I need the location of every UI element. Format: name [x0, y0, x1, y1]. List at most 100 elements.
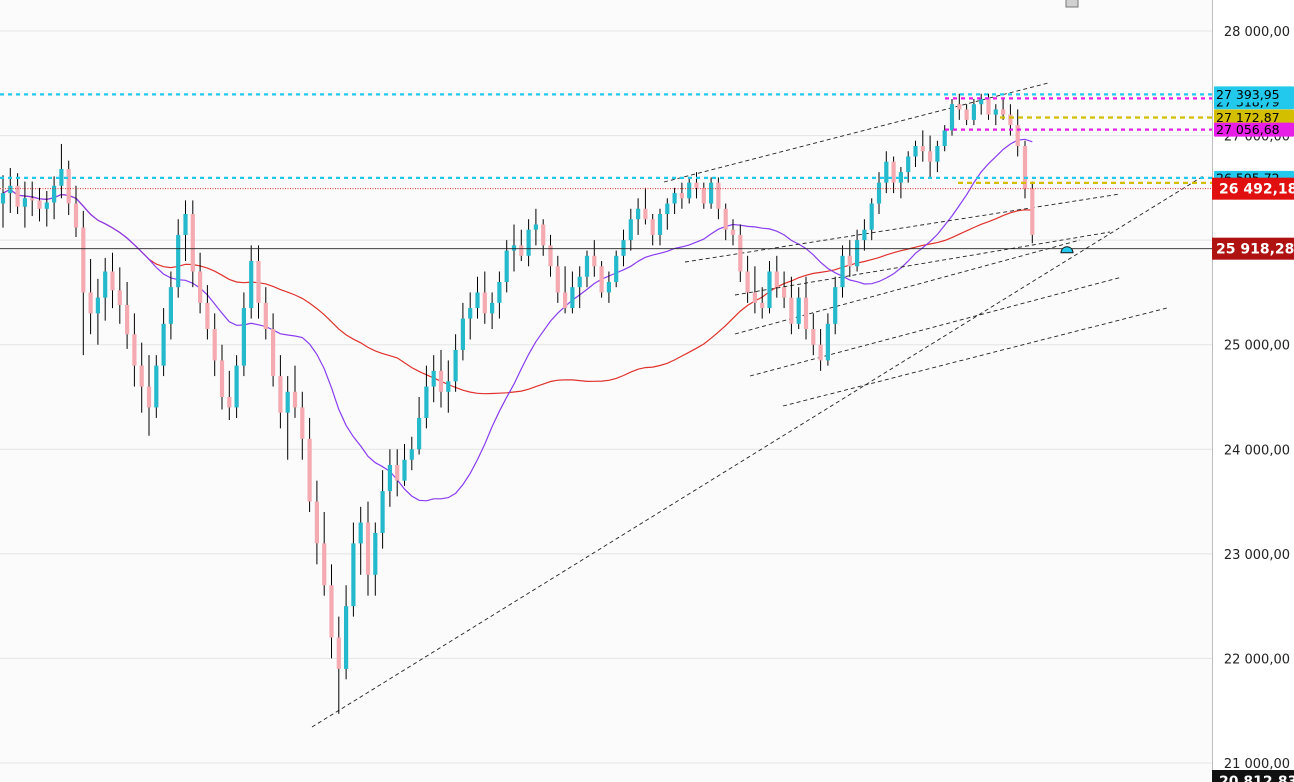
candle-down — [365, 522, 371, 575]
candle-up — [59, 169, 64, 186]
level-tag-yellow-1-bg — [1214, 109, 1294, 126]
level-tag-cyan-1: 27 393,95 — [1216, 87, 1280, 102]
trendline[interactable] — [684, 193, 1121, 263]
candle-down — [227, 397, 232, 408]
candle-up — [387, 464, 392, 492]
candle-down — [891, 161, 896, 183]
candle-up — [380, 491, 385, 533]
bottom-price-tag: 20 812,83 — [1219, 774, 1294, 782]
candle-down — [789, 297, 794, 324]
candle-down — [694, 182, 699, 188]
candle-up — [687, 182, 692, 199]
candle-up — [402, 459, 407, 481]
candle-up — [884, 161, 889, 183]
candle-down — [964, 109, 969, 120]
candle-down — [1015, 125, 1020, 147]
candle-up — [431, 370, 436, 387]
candle-up — [672, 193, 677, 204]
candle-down — [643, 208, 648, 220]
candle-up — [628, 219, 633, 241]
candle-up — [935, 146, 940, 162]
candle-up — [898, 172, 903, 183]
y-tick-label: 28 000,00 — [1224, 25, 1290, 40]
candle-down — [438, 370, 444, 392]
candle-down — [782, 287, 787, 298]
candle-down — [205, 302, 210, 330]
candle-up — [468, 308, 473, 319]
candle-down — [66, 169, 71, 204]
candle-down — [555, 266, 560, 293]
candle-up — [234, 365, 239, 408]
candle-up — [840, 255, 845, 288]
moving-average-fast-line — [2, 138, 1033, 502]
moving-average-slow-line — [2, 188, 1033, 395]
candle-up — [44, 202, 49, 209]
candle-down — [198, 271, 203, 303]
candle-down — [723, 208, 728, 230]
trendline[interactable] — [782, 307, 1168, 407]
candle-down — [139, 365, 144, 387]
candle-up — [446, 381, 451, 392]
candle-down — [307, 438, 312, 502]
candle-down — [37, 200, 42, 209]
candle-down — [803, 297, 809, 330]
candle-up — [8, 185, 13, 194]
candle-down — [117, 290, 122, 305]
candle-down — [336, 637, 341, 669]
candle-down — [818, 344, 823, 361]
candle-up — [504, 250, 509, 282]
candle-up — [475, 292, 480, 309]
y-tick-label: 22 000,00 — [1224, 652, 1290, 667]
candle-up — [971, 104, 976, 120]
candle-down — [650, 219, 655, 235]
candle-down — [271, 329, 276, 377]
candle-down — [548, 245, 553, 267]
candle-up — [490, 302, 495, 314]
level-tag-magenta-1: 27 056,68 — [1216, 122, 1280, 137]
candle-up — [103, 271, 108, 298]
candle-down — [519, 245, 524, 256]
y-tick-label: 23 000,00 — [1224, 548, 1290, 563]
candle-up — [285, 391, 290, 413]
candle-down — [219, 360, 225, 397]
candle-down — [212, 329, 217, 361]
candle-down — [847, 255, 852, 267]
candle-down — [957, 104, 962, 110]
candle-up — [606, 281, 611, 293]
trendline[interactable] — [749, 276, 1123, 377]
candle-down — [300, 407, 305, 439]
candle-down — [263, 302, 268, 330]
candle-up — [869, 203, 874, 230]
y-tick-label: 25 000,00 — [1224, 339, 1290, 354]
candle-up — [417, 417, 422, 450]
trendline[interactable] — [734, 231, 1111, 296]
candle-up — [657, 214, 663, 235]
candle-down — [774, 271, 779, 288]
candle-up — [709, 182, 714, 204]
candle-up — [665, 203, 670, 214]
candle-down — [563, 292, 568, 309]
candle-up — [373, 532, 378, 575]
candle-down — [760, 302, 765, 309]
candle-up — [796, 297, 801, 324]
candle-down — [132, 334, 137, 366]
candle-up — [825, 323, 830, 361]
candle-up — [979, 98, 984, 105]
trendline[interactable] — [663, 82, 1049, 183]
y-tick-label: 21 000,00 — [1224, 757, 1290, 772]
candle-up — [614, 255, 619, 282]
candle-down — [599, 266, 604, 293]
candle-up — [409, 449, 414, 460]
current-price-tag-bg — [1212, 237, 1294, 260]
candle-up — [249, 261, 254, 309]
candle-down — [322, 543, 327, 586]
alert-marker-icon[interactable] — [1060, 246, 1074, 254]
candle-down — [278, 376, 283, 413]
candle-up — [862, 229, 867, 241]
candle-up — [876, 182, 882, 204]
drag-handle-icon[interactable] — [1065, 0, 1079, 8]
y-tick-label: 24 000,00 — [1224, 443, 1290, 458]
last-price-tag: 26 492,18 — [1219, 182, 1294, 198]
